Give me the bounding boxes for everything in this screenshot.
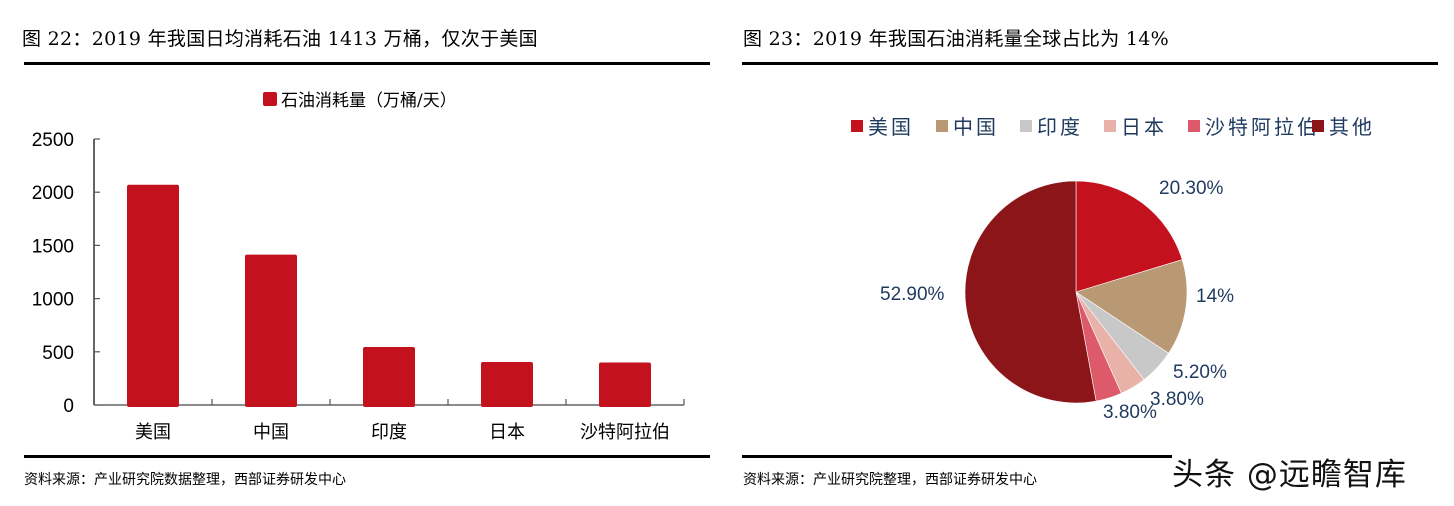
pie-chart-labels: 20.30% 14% 5.20% 3.80%3.80% 52.90% xyxy=(880,178,1234,423)
bar-chart: 石油消耗量（万桶/天） 0 500 1000 1500 2000 2500 美国 中国 印度 日… xyxy=(32,91,685,443)
pie-slice xyxy=(1075,180,1183,293)
legend-swatch xyxy=(1188,120,1200,132)
y-tick-label: 2000 xyxy=(32,183,74,204)
legend-label: 日本 xyxy=(1121,115,1167,139)
pie-data-label: 5.20% xyxy=(1173,362,1227,383)
x-category-label: 沙特阿拉伯 xyxy=(580,422,670,443)
legend-swatch xyxy=(936,120,948,132)
bar-chart-x-labels: 美国 中国 印度 日本 沙特阿拉伯 xyxy=(135,422,670,443)
pie-data-label: 52.90% xyxy=(880,284,945,305)
y-tick-label: 500 xyxy=(42,343,74,364)
x-category-label: 日本 xyxy=(489,422,525,443)
right-bottom-rule xyxy=(742,455,1172,458)
right-title-rule xyxy=(742,62,1438,65)
legend-label: 美国 xyxy=(868,115,914,139)
pie-chart-legend: 美国 中国 印度 日本 沙特阿拉伯 其他 xyxy=(851,115,1375,139)
left-title-rule xyxy=(24,62,710,65)
x-category-label: 印度 xyxy=(371,422,407,443)
pie-chart: 美国 中国 印度 日本 沙特阿拉伯 其他 20.30% 14% 5.20% 3.80%3.80%… xyxy=(851,115,1375,423)
legend-swatch xyxy=(263,92,277,106)
right-figure-title: 图 23：2019 年我国石油消耗量全球占比为 14% xyxy=(743,28,1169,50)
left-source-note: 资料来源：产业研究院数据整理，西部证券研发中心 xyxy=(24,472,346,488)
y-tick-label: 0 xyxy=(63,396,74,417)
pie-data-label: 20.30% xyxy=(1159,178,1224,199)
bar xyxy=(245,254,297,407)
legend-label: 沙特阿拉伯 xyxy=(1205,115,1320,139)
pie-slice xyxy=(964,180,1097,404)
legend-label: 其他 xyxy=(1329,115,1375,139)
pie-data-label: 3.80% xyxy=(1103,402,1157,423)
pie-slice xyxy=(1075,259,1188,354)
bar xyxy=(599,362,651,407)
legend-swatch xyxy=(1020,120,1032,132)
right-source-note: 资料来源：产业研究院整理，西部证券研发中心 xyxy=(743,472,1037,488)
left-figure-title: 图 22：2019 年我国日均消耗石油 1413 万桶，仅次于美国 xyxy=(22,28,538,50)
left-bottom-rule xyxy=(24,455,710,458)
bar xyxy=(363,347,415,407)
legend-swatch xyxy=(851,120,863,132)
bar-chart-bars xyxy=(127,184,651,407)
bar xyxy=(127,184,179,407)
pie-chart-slices xyxy=(964,180,1188,404)
bar-chart-legend: 石油消耗量（万桶/天） xyxy=(263,91,457,111)
bar xyxy=(481,362,533,407)
legend-label: 中国 xyxy=(953,115,999,139)
y-tick-label: 1000 xyxy=(32,290,74,311)
right-figure-panel: 图 23：2019 年我国石油消耗量全球占比为 14% 资料来源：产业研究院整理… xyxy=(727,0,1454,506)
left-figure-panel: 图 22：2019 年我国日均消耗石油 1413 万桶，仅次于美国 石油消耗量（… xyxy=(22,28,710,488)
bar-chart-axes: 0 500 1000 1500 2000 2500 xyxy=(32,130,685,417)
legend-swatch xyxy=(1104,120,1116,132)
x-category-label: 中国 xyxy=(253,422,289,443)
y-tick-label: 1500 xyxy=(32,236,74,257)
legend-swatch xyxy=(1312,120,1324,132)
pie-data-label: 3.80% xyxy=(1150,389,1204,410)
x-category-label: 美国 xyxy=(135,422,171,443)
legend-label: 印度 xyxy=(1037,115,1083,139)
pie-data-label: 14% xyxy=(1196,286,1234,307)
legend-label: 石油消耗量（万桶/天） xyxy=(281,91,457,111)
y-tick-label: 2500 xyxy=(32,130,74,151)
watermark: 头条 @远瞻智库 xyxy=(1172,457,1407,493)
